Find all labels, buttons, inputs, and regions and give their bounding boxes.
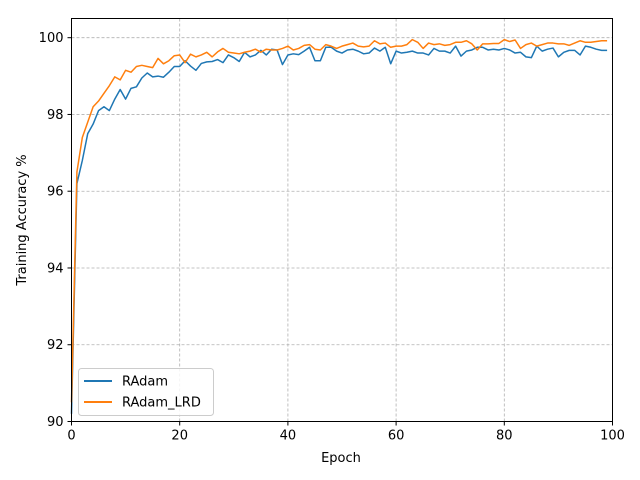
x-tick-label: 40	[280, 429, 297, 444]
y-tick-label: 94	[47, 261, 64, 276]
series-line-radam	[70, 45, 608, 414]
y-tick-label: 100	[39, 31, 64, 46]
y-tick-label: 92	[47, 338, 64, 353]
y-axis-label: Training Accuracy %	[15, 154, 30, 286]
legend-box	[78, 368, 214, 416]
y-tick-label: 90	[47, 415, 64, 430]
legend: RAdam RAdam_LRD	[78, 368, 214, 416]
legend-label-radam-lrd: RAdam_LRD	[122, 396, 201, 411]
series-lines	[70, 38, 608, 414]
x-tick-label: 100	[600, 429, 625, 444]
axis-ticks: 0 20 40 60 80 100 90 92 94 96 98 100	[39, 31, 625, 443]
x-axis-label: Epoch	[321, 451, 361, 466]
series-line-radam-lrd	[70, 38, 608, 403]
plot-frame	[71, 18, 613, 422]
y-tick-label: 96	[47, 185, 64, 200]
y-tick-label: 98	[47, 108, 64, 123]
x-tick-label: 60	[388, 429, 405, 444]
x-tick-label: 0	[67, 429, 75, 444]
grid	[71, 18, 613, 422]
x-tick-label: 80	[496, 429, 513, 444]
x-tick-label: 20	[171, 429, 188, 444]
legend-label-radam: RAdam	[122, 375, 168, 390]
